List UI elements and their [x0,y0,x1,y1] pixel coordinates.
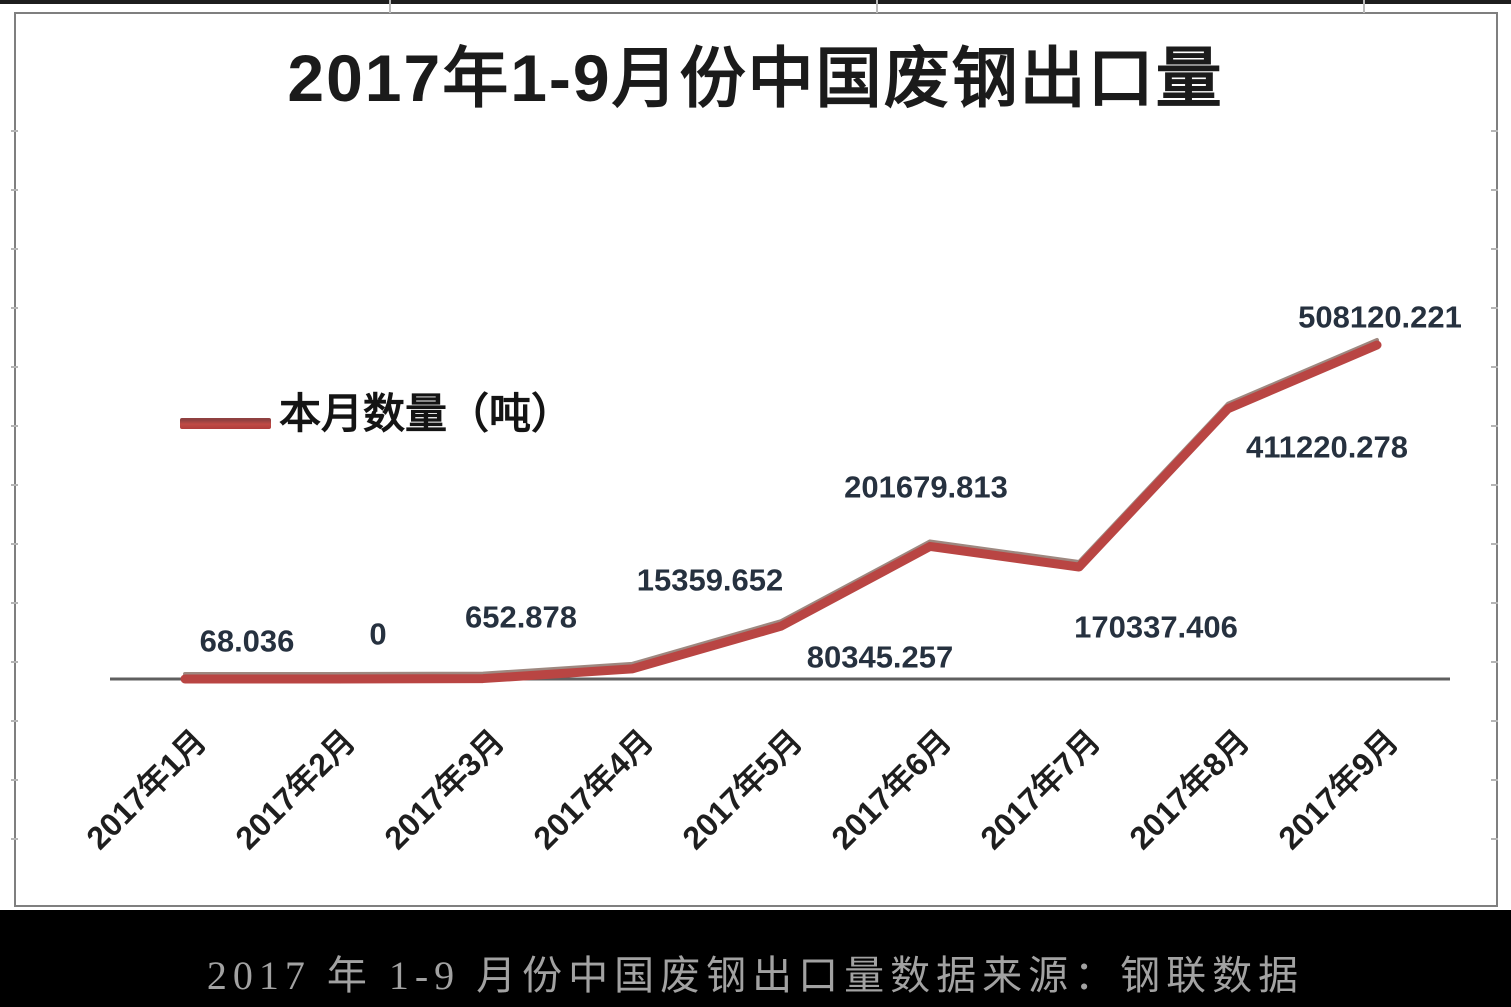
right-gridline-stub-10 [1491,661,1498,663]
left-gridline-stub-6 [11,425,18,427]
top-gridline-stub-2 [876,0,878,13]
left-gridline-stub-1 [11,130,18,132]
top-gridline-stub-3 [1363,0,1365,13]
caption-bar: 2017 年 1-9 月份中国废钢出口量数据来源：钢联数据 [0,910,1511,1007]
data-label-8: 411220.278 [1245,429,1409,465]
chart-frame [14,12,1498,907]
left-gridline-stub-3 [11,248,18,250]
right-gridline-stub-2 [1491,189,1498,191]
data-label-6: 201679.813 [844,469,1008,505]
right-gridline-stub-9 [1491,602,1498,604]
data-label-9: 508120.221 [1298,299,1462,335]
data-label-1: 68.036 [199,623,295,659]
right-gridline-stub-1 [1491,130,1498,132]
series-line [180,340,1382,684]
data-label-7: 170337.406 [1074,609,1238,645]
left-gridline-stub-9 [11,602,18,604]
left-gridline-stub-4 [11,307,18,309]
left-gridline-stub-12 [11,779,18,781]
left-gridline-stub-5 [11,366,18,368]
chart-title: 2017年1-9月份中国废钢出口量 [287,41,1224,115]
right-gridline-stub-3 [1491,248,1498,250]
right-gridline-stub-4 [1491,307,1498,309]
right-gridline-stub-8 [1491,543,1498,545]
data-label-4: 15359.652 [636,562,784,598]
caption-text: 2017 年 1-9 月份中国废钢出口量数据来源：钢联数据 [206,953,1305,998]
left-gridline-stub-10 [11,661,18,663]
left-gridline-stub-8 [11,543,18,545]
legend-series-label: 本月数量（吨） [279,390,574,437]
right-gridline-stub-13 [1491,838,1498,840]
left-gridline-stub-7 [11,484,18,486]
legend-line-swatch [180,418,271,429]
left-gridline-stub-11 [11,720,18,722]
right-gridline-stub-6 [1491,425,1498,427]
data-label-5: 80345.257 [806,639,954,675]
left-gridline-stub-2 [11,189,18,191]
image-top-border [0,0,1511,4]
data-label-2: 0 [369,616,387,652]
right-gridline-stub-5 [1491,366,1498,368]
right-gridline-stub-7 [1491,484,1498,486]
right-gridline-stub-11 [1491,720,1498,722]
left-gridline-stub-13 [11,838,18,840]
top-gridline-stub-1 [389,0,391,13]
right-gridline-stub-12 [1491,779,1498,781]
data-label-3: 652.878 [464,599,578,635]
